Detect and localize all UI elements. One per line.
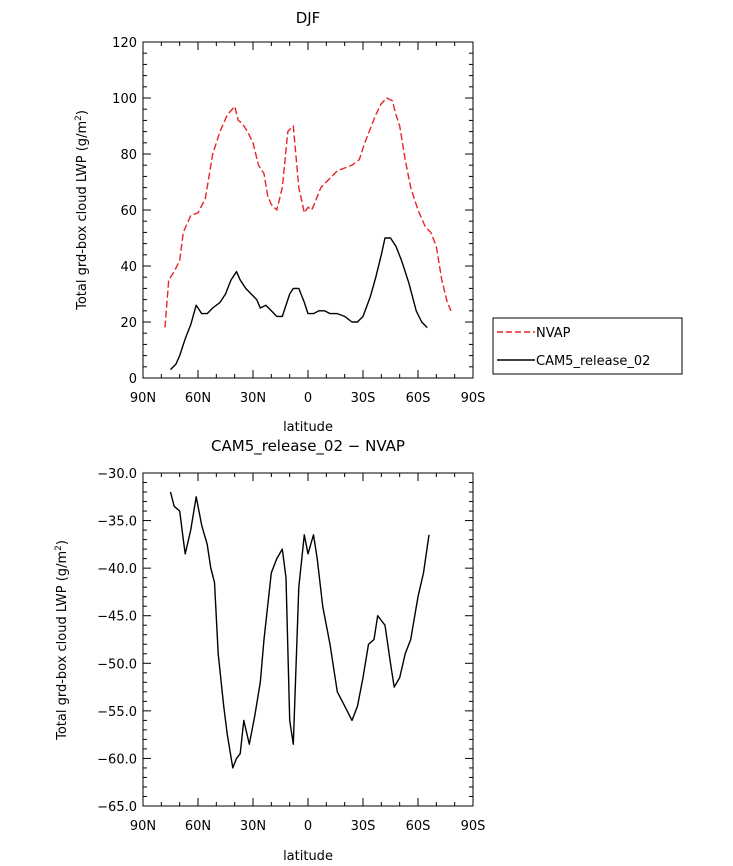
chart-top-ytick-label: 60 (120, 204, 137, 219)
legend-box (492, 317, 683, 375)
chart-bottom-xtick-label: 60N (185, 819, 211, 834)
chart-bottom-ytick-label: −40.0 (97, 562, 137, 577)
chart-top-xtick-label: 30N (240, 391, 266, 406)
chart-top-series-line-0 (164, 97, 452, 328)
chart-bottom-xtick-label: 60S (406, 819, 431, 834)
chart-top-frame (142, 41, 474, 379)
chart-top-xtick-label: 0 (304, 391, 312, 406)
chart-bottom-xtick-label: 90S (461, 819, 486, 834)
chart-top-ytick-label: 0 (129, 372, 137, 387)
chart-top-xtick-label: 60N (185, 391, 211, 406)
chart-top-ytick-label: 80 (120, 148, 137, 163)
legend: NVAP CAM5_release_02 (492, 317, 683, 375)
chart-bottom-ytick-label: −60.0 (97, 752, 137, 767)
chart-bottom-ylabel-end: ) (55, 540, 70, 545)
chart-top-ylabel: Total grd-box cloud LWP (g/m2) (74, 110, 90, 311)
chart-top-ytick-label: 120 (112, 36, 137, 51)
chart-top-xtick-label: 90S (461, 391, 486, 406)
chart-bottom-ytick-label: −35.0 (97, 515, 137, 530)
chart-bottom-ylabel-main: Total grd-box cloud LWP (g/m (55, 551, 70, 741)
chart-bottom-ytick-label: −50.0 (97, 657, 137, 672)
chart-top-ticks: 90N 60N 30N 0 30S 60S 90S 0 20 40 60 80 100 120 (112, 36, 485, 406)
chart-top-xtick-label: 90N (130, 391, 156, 406)
chart-top-xlabel: latitude (283, 420, 333, 435)
chart-top-xtick-label: 60S (406, 391, 431, 406)
chart-bottom-xlabel: latitude (283, 849, 333, 864)
chart-top-ytick-label: 100 (112, 92, 137, 107)
chart-top-ylabel-end: ) (75, 110, 90, 115)
chart-bottom-xtick-label: 90N (130, 819, 156, 834)
chart-bottom-series-line-0 (169, 491, 430, 769)
chart-bottom-xtick-label: 30S (351, 819, 376, 834)
chart-top-xtick-label: 30S (351, 391, 376, 406)
chart-bottom-ylabel-sup: 2 (54, 545, 64, 551)
chart-top: DJF 90N 60N 30N 0 30S 60S 90S 0 20 40 60 80 100 120 l… (74, 9, 485, 435)
chart-bottom-xtick-label: 0 (304, 819, 312, 834)
chart-bottom-ytick-label: −45.0 (97, 610, 137, 625)
chart-bottom-ytick-label: −65.0 (97, 800, 137, 815)
chart-top-ylabel-sup: 2 (74, 115, 84, 121)
chart-top-series (164, 97, 452, 371)
chart-top-ytick-label: 40 (120, 260, 137, 275)
legend-label-cam5: CAM5_release_02 (536, 354, 650, 369)
chart-bottom-frame (142, 472, 474, 807)
chart-bottom-series (169, 491, 430, 769)
chart-top-ylabel-main: Total grd-box cloud LWP (g/m (75, 121, 90, 311)
chart-top-ytick-label: 20 (120, 316, 137, 331)
chart-bottom: CAM5_release_02 − NVAP 90N 60N 30N 0 30S 60S 9… (54, 437, 485, 864)
chart-top-series-line-1 (170, 237, 428, 371)
chart-bottom-ylabel: Total grd-box cloud LWP (g/m2) (54, 540, 70, 741)
chart-bottom-ytick-label: −30.0 (97, 467, 137, 482)
chart-bottom-xtick-label: 30N (240, 819, 266, 834)
chart-top-title: DJF (296, 9, 321, 27)
chart-bottom-title: CAM5_release_02 − NVAP (211, 437, 405, 456)
legend-label-nvap: NVAP (536, 326, 571, 341)
chart-bottom-ticks: 90N 60N 30N 0 30S 60S 90S −30.0 −35.0 −40.0 −45.0 −… (97, 467, 485, 834)
chart-bottom-ytick-label: −55.0 (97, 705, 137, 720)
